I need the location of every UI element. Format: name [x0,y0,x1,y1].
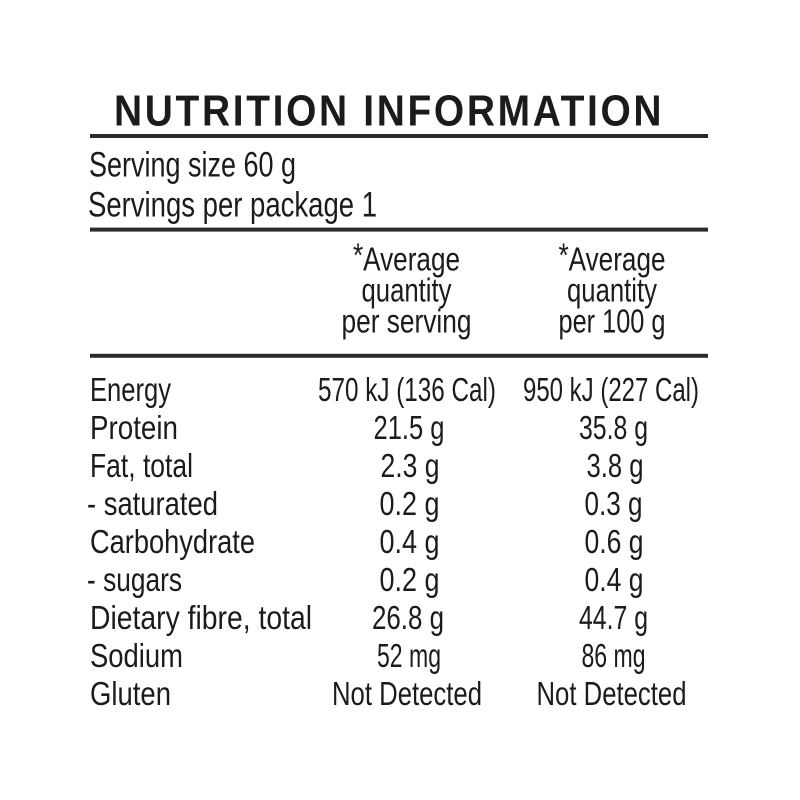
svg-text:Fat, total: Fat, total [90,448,193,485]
svg-text:- sugars: - sugars [87,562,182,599]
svg-text:0.2 g: 0.2 g [380,486,440,523]
svg-text:Sodium: Sodium [90,638,183,675]
svg-text:570 kJ (136 Cal): 570 kJ (136 Cal) [318,372,496,409]
svg-text:44.7 g: 44.7 g [579,600,648,637]
svg-text:Not Detected: Not Detected [537,676,687,713]
svg-text:per serving: per serving [342,304,472,341]
svg-text:26.8 g: 26.8 g [372,600,444,637]
svg-text:Gluten: Gluten [90,676,171,713]
svg-text:Not Detected: Not Detected [332,676,482,713]
svg-text:quantity: quantity [567,273,657,310]
svg-text:3.8 g: 3.8 g [587,448,644,485]
svg-text:Energy: Energy [90,372,171,409]
svg-text:950 kJ (227 Cal): 950 kJ (227 Cal) [523,372,699,409]
svg-text:0.3 g: 0.3 g [585,486,643,523]
svg-text:86 mg: 86 mg [582,638,646,675]
svg-text:0.4 g: 0.4 g [380,524,440,561]
svg-text:Dietary fibre, total: Dietary fibre, total [90,600,312,637]
svg-text:Protein: Protein [90,410,178,447]
svg-text:2.3 g: 2.3 g [381,448,440,485]
svg-text:35.8 g: 35.8 g [579,410,648,447]
svg-text:*Average: *Average [353,238,460,279]
svg-text:per 100 g: per 100 g [559,304,666,341]
svg-text:NUTRITION INFORMATION: NUTRITION INFORMATION [114,85,664,135]
svg-text:0.2 g: 0.2 g [380,562,440,599]
svg-text:0.6 g: 0.6 g [585,524,644,561]
svg-text:21.5 g: 21.5 g [374,410,445,447]
svg-text:Carbohydrate: Carbohydrate [90,524,255,561]
svg-text:52 mg: 52 mg [377,638,441,675]
svg-text:*Average: *Average [559,238,666,279]
svg-text:Serving size 60 g: Serving size 60 g [89,145,296,185]
svg-text:quantity: quantity [362,273,452,310]
svg-text:Servings per package 1: Servings per package 1 [88,185,377,225]
svg-text:- saturated: - saturated [87,486,218,523]
svg-text:0.4 g: 0.4 g [585,562,644,599]
